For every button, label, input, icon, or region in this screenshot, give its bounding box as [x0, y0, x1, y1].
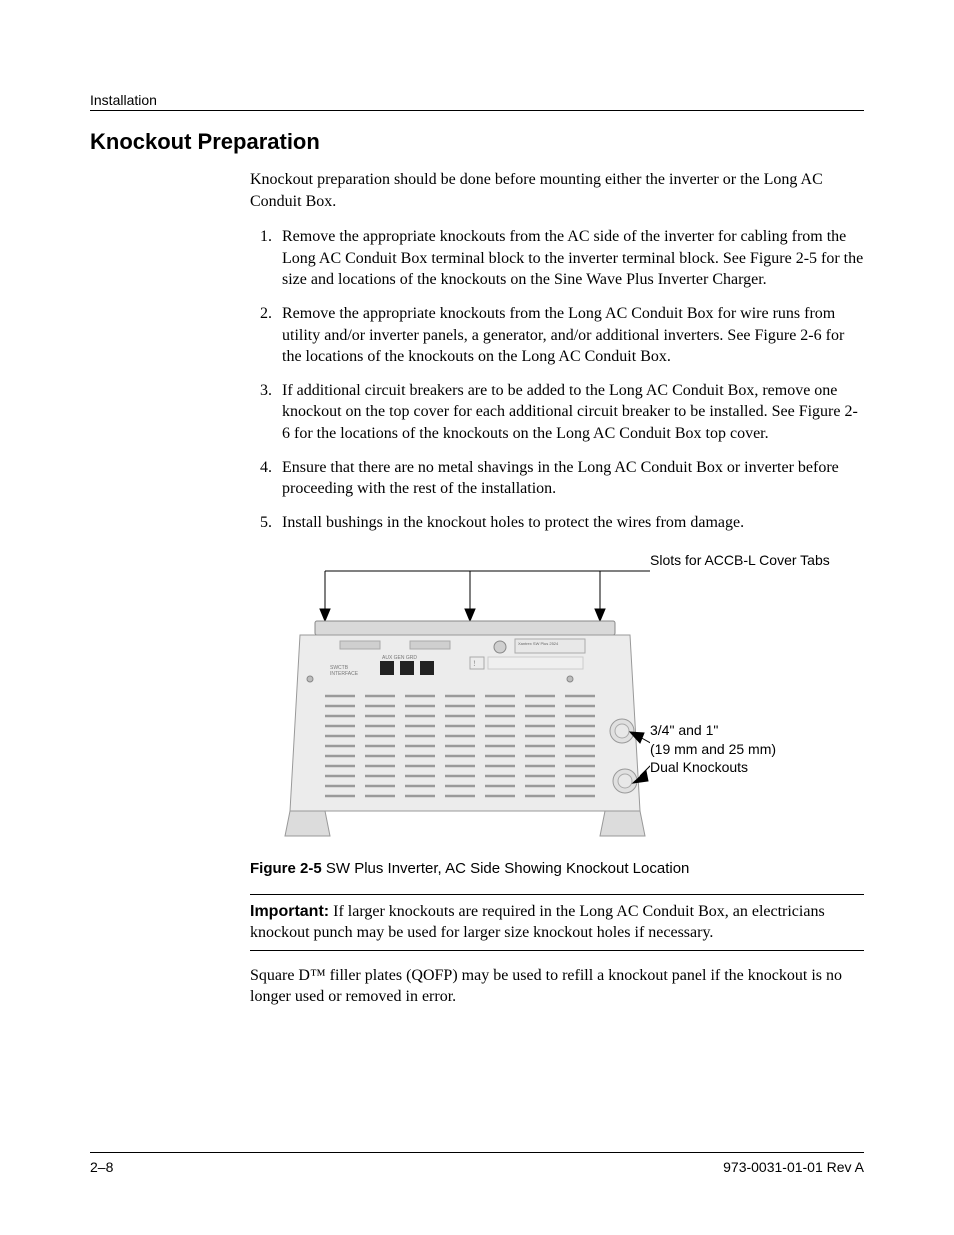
section-title: Knockout Preparation: [90, 129, 864, 155]
header-rule: [90, 110, 864, 111]
document-page: Installation Knockout Preparation Knocko…: [0, 0, 954, 1235]
callout-slots: Slots for ACCB-L Cover Tabs: [650, 551, 830, 569]
svg-text:AUX GEN GRD: AUX GEN GRD: [382, 655, 417, 661]
footer-doc-id: 973-0031-01-01 Rev A: [723, 1159, 864, 1175]
steps-list: Remove the appropriate knockouts from th…: [250, 226, 864, 533]
footer-page-number: 2–8: [90, 1159, 113, 1175]
figure-svg: Xantrex SW Plus 2524 ! SWCTB INTERFACE A…: [270, 551, 650, 851]
figure-caption-text: SW Plus Inverter, AC Side Showing Knocko…: [326, 860, 690, 877]
step-item: Remove the appropriate knockouts from th…: [276, 226, 864, 291]
figure-2-5: Xantrex SW Plus 2524 ! SWCTB INTERFACE A…: [250, 551, 864, 851]
step-item: If additional circuit breakers are to be…: [276, 380, 864, 445]
figure-label: Figure 2-5: [250, 860, 322, 877]
important-block: Important: If larger knockouts are requi…: [250, 895, 864, 950]
body-block: Knockout preparation should be done befo…: [250, 169, 864, 1008]
header-section-label: Installation: [90, 92, 864, 108]
svg-text:Xantrex SW Plus 2524: Xantrex SW Plus 2524: [518, 641, 559, 646]
important-rule-bottom: [250, 950, 864, 951]
intro-paragraph: Knockout preparation should be done befo…: [250, 169, 864, 212]
step-item: Ensure that there are no metal shavings …: [276, 457, 864, 500]
closing-paragraph: Square D™ filler plates (QOFP) may be us…: [250, 965, 864, 1008]
step-item: Install bushings in the knockout holes t…: [276, 512, 864, 534]
figure-caption: Figure 2-5 SW Plus Inverter, AC Side Sho…: [250, 859, 864, 879]
page-footer: 2–8 973-0031-01-01 Rev A: [90, 1152, 864, 1175]
callout-knockouts: 3/4" and 1" (19 mm and 25 mm) Dual Knock…: [650, 721, 776, 776]
svg-text:!: !: [473, 659, 476, 668]
callout-knockouts-line2: (19 mm and 25 mm): [650, 741, 776, 757]
important-label: Important:: [250, 903, 329, 920]
svg-text:INTERFACE: INTERFACE: [330, 671, 359, 677]
important-text: If larger knockouts are required in the …: [250, 903, 825, 942]
callout-knockouts-line3: Dual Knockouts: [650, 759, 748, 775]
callout-knockouts-line1: 3/4" and 1": [650, 722, 718, 738]
step-item: Remove the appropriate knockouts from th…: [276, 303, 864, 368]
footer-rule: [90, 1152, 864, 1153]
